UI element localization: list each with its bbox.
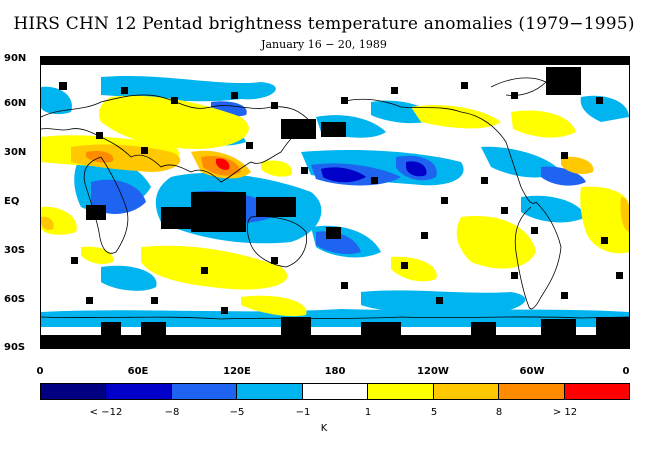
lat-label-60s: 60S bbox=[4, 294, 26, 305]
colorbar-label-6: 5 bbox=[430, 407, 438, 418]
colorbar-label-3: −5 bbox=[229, 407, 245, 418]
colorbar-unit-label: K bbox=[320, 423, 328, 434]
lon-label-60w: 60W bbox=[519, 366, 545, 377]
lon-label-180: 180 bbox=[324, 366, 346, 377]
lon-label-120e: 120E bbox=[223, 366, 251, 377]
colorbar-label-2: −8 bbox=[164, 407, 180, 418]
colorbar-label-8: > 12 bbox=[552, 407, 578, 418]
colorbar-box-1 bbox=[41, 384, 107, 399]
colorbar-box-6 bbox=[368, 384, 434, 399]
map-title: HIRS CHN 12 Pentad brightness temperatur… bbox=[13, 14, 635, 34]
anomaly-map bbox=[40, 56, 630, 349]
lat-label-30s: 30S bbox=[4, 245, 26, 256]
lat-label-90n: 90N bbox=[4, 53, 27, 64]
colorbar-box-8 bbox=[499, 384, 565, 399]
lon-label-0-end: 0 bbox=[622, 366, 630, 377]
colorbar-label-7: 8 bbox=[495, 407, 503, 418]
lat-label-eq: EQ bbox=[4, 196, 20, 207]
colorbar-box-5 bbox=[302, 384, 369, 399]
lat-label-90s: 90S bbox=[4, 342, 26, 353]
colorbar-label-5: 1 bbox=[364, 407, 372, 418]
map-date-subtitle: January 16 − 20, 1989 bbox=[261, 38, 387, 51]
colorbar bbox=[40, 383, 630, 400]
lat-label-60n: 60N bbox=[4, 98, 27, 109]
colorbar-box-2 bbox=[106, 384, 172, 399]
colorbar-label-1: < −12 bbox=[89, 407, 123, 418]
anomaly-field bbox=[41, 57, 629, 348]
colorbar-box-9 bbox=[564, 384, 629, 399]
colorbar-box-4 bbox=[237, 384, 303, 399]
colorbar-label-4: −1 bbox=[295, 407, 311, 418]
colorbar-box-7 bbox=[433, 384, 500, 399]
lon-label-0: 0 bbox=[36, 366, 44, 377]
colorbar-box-3 bbox=[171, 384, 238, 399]
lon-label-60e: 60E bbox=[127, 366, 149, 377]
lon-label-120w: 120W bbox=[417, 366, 449, 377]
lat-label-30n: 30N bbox=[4, 147, 27, 158]
